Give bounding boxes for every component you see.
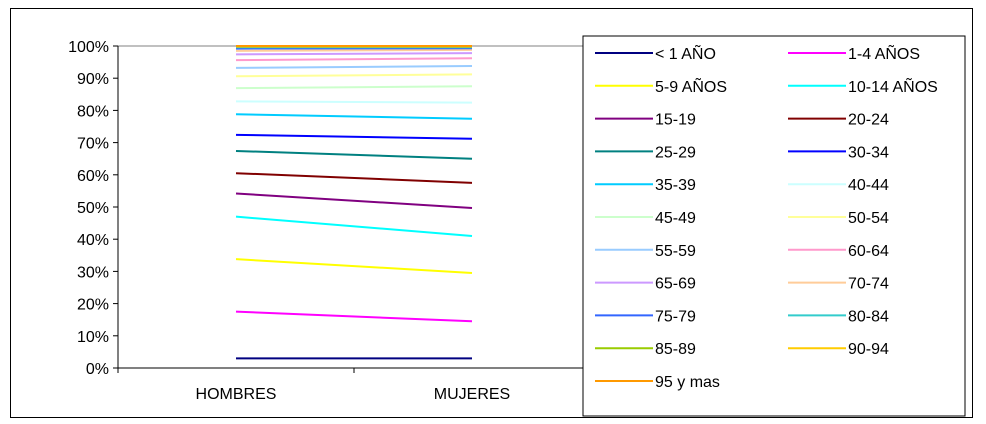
series-line [235,215,473,237]
legend-box [582,35,966,417]
y-tick-label: 10% [77,329,109,346]
legend-label: 5-9 AÑOS [655,76,727,96]
y-tick-label: 40% [77,232,109,249]
y-tick-label: 30% [77,264,109,281]
series-line [235,133,473,140]
legend-label: 35-39 [655,177,696,194]
legend-label: 90-94 [848,341,889,358]
legend-label: 55-59 [655,243,696,260]
y-tick-label: 60% [77,168,109,185]
series-line [235,172,473,184]
x-tick-label: HOMBRES [196,386,277,403]
series-line [235,310,473,323]
series-line [235,149,473,160]
legend-label: 45-49 [655,210,696,227]
y-tick-label: 90% [77,71,109,88]
legend-label: 10-14 AÑOS [848,76,938,96]
legend-label: 30-34 [848,144,889,161]
legend-label: 50-54 [848,210,889,227]
legend-label: 20-24 [848,112,889,129]
series-line [235,73,473,78]
legend-label: 1-4 AÑOS [848,43,920,63]
legend-label: 25-29 [655,144,696,161]
legend-label: 95 y mas [655,374,720,391]
legend-label: 85-89 [655,341,696,358]
legend-label: 75-79 [655,308,696,325]
legend-label: 80-84 [848,308,889,325]
y-tick-label: 0% [86,361,109,378]
y-tick-label: 70% [77,136,109,153]
x-tick-label: MUJERES [434,386,510,403]
series-line [235,192,473,209]
legend-label: 15-19 [655,112,696,129]
legend-label: < 1 AÑO [655,43,716,63]
y-tick-label: 80% [77,103,109,120]
series-line [235,64,473,69]
series-line [235,258,473,275]
y-tick-label: 50% [77,200,109,217]
series-line [235,52,473,56]
legend-label: 70-74 [848,276,889,293]
legend-label: 60-64 [848,243,889,260]
series-line [235,100,473,104]
y-tick-label: 20% [77,297,109,314]
series-line [235,113,473,120]
series-line [235,48,473,52]
series-line [235,57,473,62]
y-tick-label: 100% [68,39,109,56]
legend-label: 40-44 [848,177,889,194]
series-line [235,85,473,90]
legend-label: 65-69 [655,276,696,293]
